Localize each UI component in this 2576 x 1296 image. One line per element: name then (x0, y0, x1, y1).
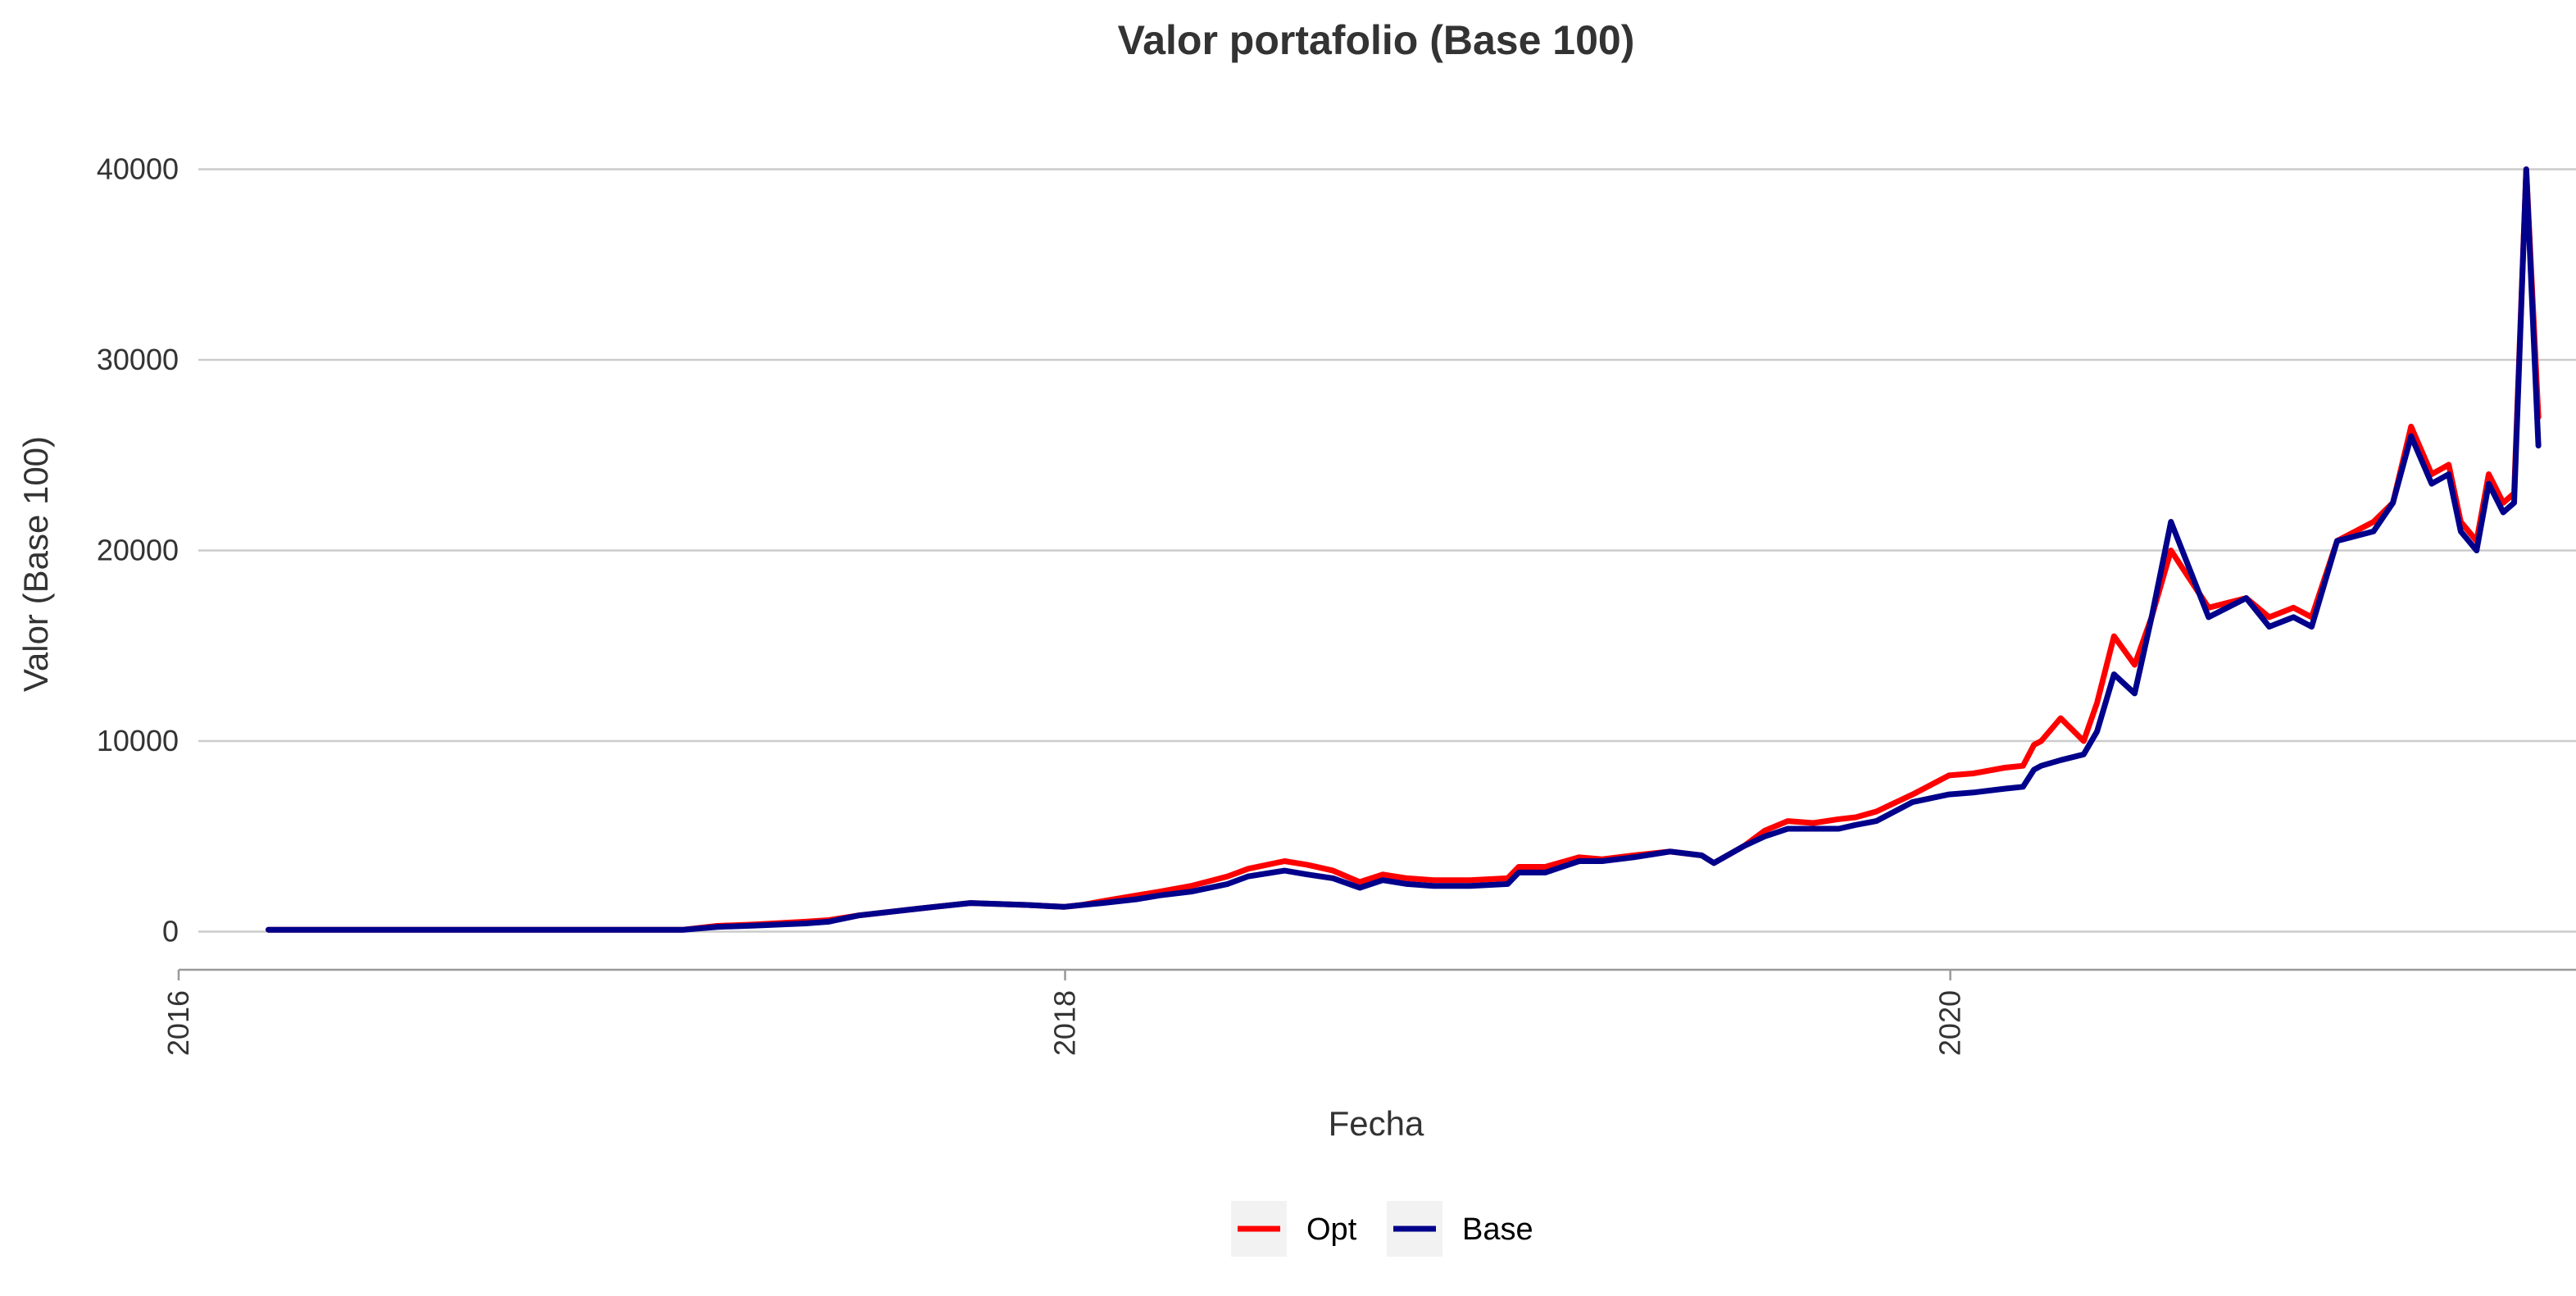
series-lines (266, 166, 2542, 933)
x-axis-title: Fecha (1329, 1104, 1424, 1143)
legend-label: Base (1462, 1212, 1533, 1247)
legend-label: Opt (1306, 1212, 1357, 1247)
grid-lines (198, 168, 2576, 933)
y-tick-label: 20000 (97, 534, 179, 567)
y-axis-title: Valor (Base 100) (16, 436, 55, 692)
legend-item-base: Base (1387, 1201, 1533, 1257)
legend-item-opt: Opt (1231, 1201, 1357, 1257)
y-tick-label: 10000 (97, 724, 179, 757)
series-line-base (266, 166, 2542, 933)
chart-title: Valor portafolio (Base 100) (1118, 17, 1635, 63)
y-tick-label: 40000 (97, 152, 179, 186)
y-axis-ticks: 0 10000 20000 30000 40000 (97, 152, 179, 948)
y-tick-label: 30000 (97, 343, 179, 376)
legend: Opt Base (1231, 1201, 1533, 1257)
x-axis-ticks: 2016 2018 2020 (161, 970, 1967, 1056)
x-tick-label: 2020 (1933, 990, 1967, 1056)
x-tick-label: 2016 (161, 990, 195, 1056)
y-tick-label: 0 (162, 915, 179, 948)
x-tick-label: 2018 (1048, 990, 1082, 1056)
